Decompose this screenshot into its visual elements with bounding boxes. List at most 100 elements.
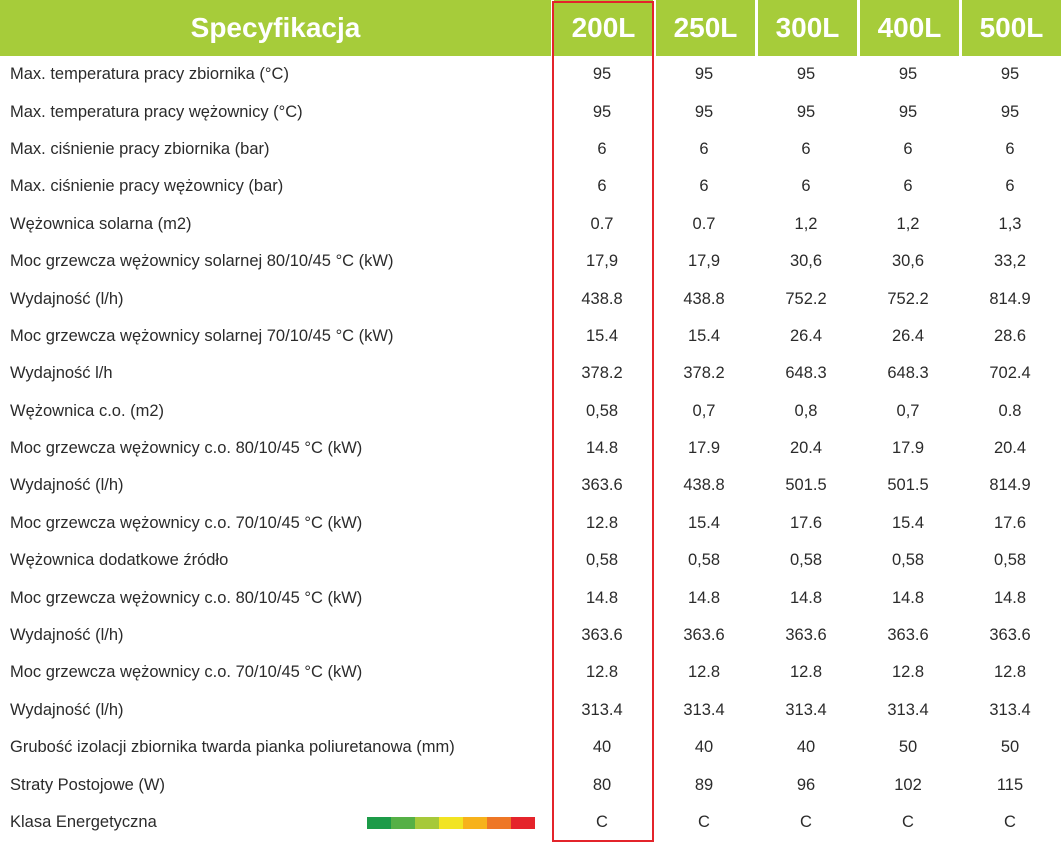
value-cell-250l: 6 xyxy=(699,177,709,196)
energy-scale-segment xyxy=(511,816,535,829)
value-cell-400l: 30,6 xyxy=(891,252,925,271)
header-row: Specyfikacja 200L 250L 300L 400L 500L xyxy=(0,0,1061,56)
row-label: Wydajność (l/h) xyxy=(10,476,124,495)
value-cell-500l: 313.4 xyxy=(989,700,1031,719)
table-body: Max. temperatura pracy zbiornika (°C) 95 9… xyxy=(0,56,1061,841)
model-header-300l: 300L xyxy=(755,0,857,56)
energy-scale-segment xyxy=(391,816,415,829)
table-row: Max. ciśnienie pracy wężownicy (bar) 6 6 6 6… xyxy=(0,168,1061,205)
value-cell-250l: 6 xyxy=(699,139,709,158)
row-label: Klasa Energetyczna xyxy=(10,813,157,831)
value-cell-200l: 14.8 xyxy=(585,439,619,458)
value-cell-200l: 95 xyxy=(592,102,612,121)
value-cell-500l: 33,2 xyxy=(993,252,1027,271)
row-label-cell: Moc grzewcza wężownicy c.o. 70/10/45 °C … xyxy=(0,505,551,542)
value-cell-400l: 752.2 xyxy=(887,289,929,308)
value-cell-300l: 363.6 xyxy=(785,626,827,645)
value-cell-200l: 363.6 xyxy=(581,626,623,645)
value-cell-300l: 12.8 xyxy=(789,663,823,682)
value-cell-250l: 89 xyxy=(694,775,714,794)
value-cell-500l: 115 xyxy=(996,775,1024,794)
value-cell-250l: 0.7 xyxy=(692,214,716,233)
energy-scale-segment xyxy=(367,816,391,829)
row-label: Wężownica dodatkowe źródło xyxy=(10,551,229,570)
value-cell-500l: 28.6 xyxy=(993,326,1027,345)
value-cell-400l: 102 xyxy=(894,775,922,794)
energy-scale-segment xyxy=(439,816,463,829)
row-label-cell: Max. ciśnienie pracy zbiornika (bar) xyxy=(0,131,551,168)
row-label: Moc grzewcza wężownicy solarnej 70/10/45… xyxy=(10,326,394,345)
value-cell-400l: 6 xyxy=(903,177,913,196)
table-row: Straty Postojowe (W) 80 89 96 102 115 xyxy=(0,766,1061,803)
value-cell-250l: 12.8 xyxy=(687,663,721,682)
value-cell-250l: 17,9 xyxy=(687,252,721,271)
value-cell-300l: 96 xyxy=(796,775,816,794)
row-label-cell: Moc grzewcza wężownicy c.o. 70/10/45 °C … xyxy=(0,654,551,691)
row-label: Moc grzewcza wężownicy c.o. 80/10/45 °C … xyxy=(10,439,363,458)
value-cell-200l: 12.8 xyxy=(585,663,619,682)
value-cell-500l: 363.6 xyxy=(989,626,1031,645)
table-row: Klasa Energetyczna C C C C C xyxy=(0,804,1061,841)
row-label: Moc grzewcza wężownicy c.o. 80/10/45 °C … xyxy=(10,588,363,607)
row-label: Max. temperatura pracy zbiornika (°C) xyxy=(10,65,289,84)
table-row: Moc grzewcza wężownicy c.o. 80/10/45 °C … xyxy=(0,430,1061,467)
value-cell-200l: 40 xyxy=(592,738,612,757)
table-row: Max. temperatura pracy wężownicy (°C) 95 9… xyxy=(0,93,1061,130)
value-cell-300l: 313.4 xyxy=(785,700,827,719)
row-label: Max. ciśnienie pracy zbiornika (bar) xyxy=(10,139,270,158)
value-cell-300l: 26.4 xyxy=(789,326,823,345)
value-cell-400l: 648.3 xyxy=(887,364,929,383)
value-cell-200l: 313.4 xyxy=(581,700,623,719)
row-label: Straty Postojowe (W) xyxy=(10,775,165,794)
table-row: Wydajność (l/h) 363.6 363.6 363.6 363.6 363.6 xyxy=(0,617,1061,654)
row-label-cell: Grubość izolacji zbiornika twarda pianka… xyxy=(0,729,551,766)
row-label-cell: Moc grzewcza wężownicy solarnej 70/10/45… xyxy=(0,318,551,355)
value-cell-250l: 14.8 xyxy=(687,588,721,607)
value-cell-500l: 814.9 xyxy=(989,289,1031,308)
value-cell-300l: 648.3 xyxy=(785,364,827,383)
energy-scale-segment xyxy=(415,816,439,829)
value-cell-300l: 40 xyxy=(796,738,816,757)
row-label: Wężownica solarna (m2) xyxy=(10,214,192,233)
value-cell-300l: C xyxy=(800,813,812,831)
row-label-cell: Wydajność (l/h) xyxy=(0,692,551,729)
table-row: Moc grzewcza wężownicy c.o. 70/10/45 °C … xyxy=(0,505,1061,542)
value-cell-200l: 0,58 xyxy=(585,551,619,570)
table-title: Specyfikacja xyxy=(0,0,551,56)
value-cell-500l: 6 xyxy=(1005,139,1015,158)
row-label: Wydajność (l/h) xyxy=(10,289,124,308)
value-cell-250l: C xyxy=(698,813,710,831)
value-cell-200l: 6 xyxy=(597,139,607,158)
value-cell-500l: 6 xyxy=(1005,177,1015,196)
table-row: Moc grzewcza wężownicy c.o. 80/10/45 °C … xyxy=(0,579,1061,616)
row-label-cell: Straty Postojowe (W) xyxy=(0,766,551,803)
value-cell-300l: 1,2 xyxy=(794,214,818,233)
value-cell-500l: 1,3 xyxy=(998,214,1022,233)
value-cell-400l: 12.8 xyxy=(891,663,925,682)
row-label-cell: Wydajność (l/h) xyxy=(0,280,551,317)
row-label: Moc grzewcza wężownicy c.o. 70/10/45 °C … xyxy=(10,513,363,532)
value-cell-400l: C xyxy=(902,813,914,831)
row-label: Max. ciśnienie pracy wężownicy (bar) xyxy=(10,177,284,196)
row-label-cell: Wydajność (l/h) xyxy=(0,467,551,504)
value-cell-200l: 0.7 xyxy=(590,214,614,233)
value-cell-300l: 30,6 xyxy=(789,252,823,271)
row-label-cell: Wydajność (l/h) xyxy=(0,617,551,654)
value-cell-200l: 0,58 xyxy=(585,401,619,420)
table-row: Wydajność (l/h) 363.6 438.8 501.5 501.5 814.9 xyxy=(0,467,1061,504)
value-cell-500l: 95 xyxy=(1000,102,1020,121)
table-row: Wydajność (l/h) 313.4 313.4 313.4 313.4 313.4 xyxy=(0,692,1061,729)
row-label-cell: Wydajność l/h xyxy=(0,355,551,392)
value-cell-500l: 12.8 xyxy=(993,663,1027,682)
value-cell-200l: 14.8 xyxy=(585,588,619,607)
value-cell-250l: 0,7 xyxy=(692,401,716,420)
value-cell-400l: 501.5 xyxy=(887,476,929,495)
row-label-cell: Wężownica dodatkowe źródło xyxy=(0,542,551,579)
value-cell-300l: 20.4 xyxy=(789,439,823,458)
energy-class-wrap: Klasa Energetyczna xyxy=(10,813,551,832)
table-row: Wydajność (l/h) 438.8 438.8 752.2 752.2 814.9 xyxy=(0,280,1061,317)
value-cell-400l: 26.4 xyxy=(891,326,925,345)
value-cell-250l: 378.2 xyxy=(683,364,725,383)
value-cell-300l: 6 xyxy=(801,139,811,158)
